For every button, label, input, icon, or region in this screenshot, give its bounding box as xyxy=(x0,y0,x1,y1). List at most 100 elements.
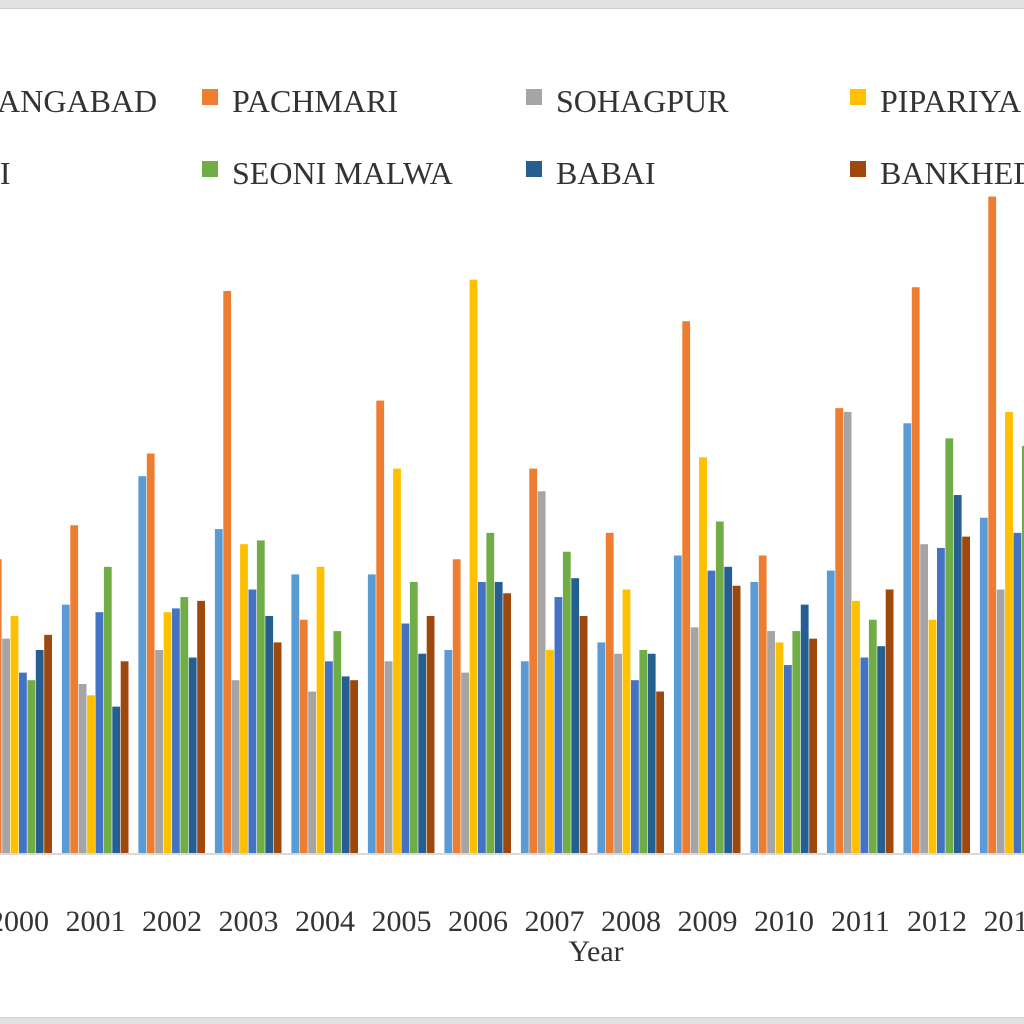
bar-babai-2009 xyxy=(724,566,733,854)
legend-label-babai: BABAI xyxy=(556,155,656,191)
bar-babai-2007 xyxy=(571,578,580,854)
bar-pachmari-2007 xyxy=(529,468,538,854)
bar-babai-2002 xyxy=(188,657,197,854)
bar-itarsi-2011 xyxy=(860,657,869,854)
bar-pipariya-2013 xyxy=(1005,411,1013,854)
x-tick-label-2004: 2004 xyxy=(295,905,355,938)
bar-pipariya-2009 xyxy=(699,457,707,854)
bar-pachmari-2005 xyxy=(376,400,385,854)
bar-hoshangabad-2002 xyxy=(138,476,147,854)
bar-babai-2000 xyxy=(35,649,44,854)
bar-pipariya-2004 xyxy=(316,566,325,854)
bar-seoni-malwa-2005 xyxy=(409,581,418,854)
bar-pipariya-2002 xyxy=(163,612,172,854)
bar-sohagpur-2009 xyxy=(690,627,699,854)
bar-itarsi-2007 xyxy=(554,597,563,854)
legend-swatch-pachmari xyxy=(202,89,218,105)
bar-bankhedi-2005 xyxy=(426,615,435,854)
chart: HOSHANGABAD PACHMARI SOHAGPUR PIPARIYA ITARS… xyxy=(0,83,1024,968)
bar-itarsi-2009 xyxy=(707,570,716,854)
bar-hoshangabad-2005 xyxy=(367,574,376,854)
bar-hoshangabad-2004 xyxy=(291,574,300,854)
bar-seoni-malwa-2007 xyxy=(562,551,571,854)
bar-pipariya-2000 xyxy=(10,615,19,854)
bar-seoni-malwa-2000 xyxy=(27,680,36,854)
x-tick-label-2008: 2008 xyxy=(601,905,661,938)
x-tick-label-2001: 2001 xyxy=(66,905,126,938)
bar-itarsi-2010 xyxy=(784,665,792,854)
bar-sohagpur-2004 xyxy=(308,691,316,854)
bar-bankhedi-2001 xyxy=(120,661,129,854)
bar-pachmari-2001 xyxy=(70,525,79,854)
x-tick-label-2007: 2007 xyxy=(525,905,585,938)
legend-swatch-bankhedi xyxy=(850,161,866,177)
bar-pachmari-2003 xyxy=(223,291,232,854)
bar-sohagpur-2002 xyxy=(155,649,163,854)
x-tick-label-2006: 2006 xyxy=(448,905,508,938)
bar-sohagpur-2010 xyxy=(767,631,775,854)
bar-babai-2008 xyxy=(647,653,656,854)
legend-label-hoshangabad: HOSHANGABAD xyxy=(0,83,157,119)
bar-pipariya-2010 xyxy=(775,642,784,854)
bar-bankhedi-2004 xyxy=(350,680,358,854)
legend-swatch-seoni-malwa xyxy=(202,161,218,177)
bar-sohagpur-2003 xyxy=(231,680,240,854)
bar-babai-2011 xyxy=(877,646,886,854)
bar-itarsi-2001 xyxy=(95,612,104,854)
bar-bankhedi-2006 xyxy=(503,593,511,854)
legend-label-bankhedi: BANKHEDI xyxy=(880,155,1024,191)
bar-itarsi-2002 xyxy=(172,608,180,854)
bar-bankhedi-2012 xyxy=(962,536,970,854)
bar-hoshangabad-2007 xyxy=(520,661,529,854)
bar-bankhedi-2008 xyxy=(656,691,664,854)
legend-swatch-babai xyxy=(526,161,542,177)
x-tick-labels: 2000 2001 2002 2003 2004 2005 2006 2007 2008 2009… xyxy=(0,905,1024,938)
legend: HOSHANGABAD PACHMARI SOHAGPUR PIPARIYA ITARS… xyxy=(0,83,1024,191)
legend-label-pipariya: PIPARIYA xyxy=(880,83,1021,119)
bar-seoni-malwa-2006 xyxy=(486,532,495,854)
bar-hoshangabad-2001 xyxy=(61,604,70,855)
bar-babai-2006 xyxy=(494,581,503,854)
bar-bankhedi-2007 xyxy=(579,615,588,854)
legend-label-pachmari: PACHMARI xyxy=(232,83,398,119)
bar-pipariya-2012 xyxy=(928,619,937,854)
bar-seoni-malwa-2001 xyxy=(103,566,112,854)
bar-hoshangabad-2013 xyxy=(979,517,988,854)
bar-hoshangabad-2009 xyxy=(673,555,682,854)
x-tick-label-2010: 2010 xyxy=(754,905,814,938)
bar-hoshangabad-2003 xyxy=(214,529,223,854)
legend-swatch-sohagpur xyxy=(526,89,542,105)
x-tick-label-2011: 2011 xyxy=(831,905,890,938)
bar-hoshangabad-2011 xyxy=(826,570,835,854)
bar-hoshangabad-2006 xyxy=(444,649,453,854)
bar-pachmari-2013 xyxy=(988,196,997,854)
bar-pachmari-2009 xyxy=(682,321,691,854)
legend-label-sohagpur: SOHAGPUR xyxy=(556,83,729,119)
bar-sohagpur-2007 xyxy=(537,491,546,854)
bar-seoni-malwa-2012 xyxy=(945,438,954,855)
bar-babai-2005 xyxy=(418,653,427,854)
bar-hoshangabad-2008 xyxy=(597,642,606,854)
x-tick-label-2012: 2012 xyxy=(907,905,967,938)
bar-babai-2003 xyxy=(265,615,274,854)
bar-pachmari-2004 xyxy=(299,619,308,854)
bar-hoshangabad-2012 xyxy=(903,423,912,854)
bar-sohagpur-2008 xyxy=(614,653,622,854)
bar-pachmari-2002 xyxy=(146,453,155,854)
bar-pachmari-2012 xyxy=(911,287,920,854)
bar-seoni-malwa-2004 xyxy=(333,631,342,854)
bar-bankhedi-2011 xyxy=(885,589,894,854)
x-tick-label-2013: 2013 xyxy=(984,905,1024,938)
bar-itarsi-2003 xyxy=(248,589,257,854)
bar-bankhedi-2000 xyxy=(44,634,52,854)
bar-bankhedi-2010 xyxy=(809,638,817,854)
bar-sohagpur-2001 xyxy=(78,683,87,854)
bar-babai-2004 xyxy=(341,676,350,854)
bar-sohagpur-2006 xyxy=(461,672,469,854)
bar-pipariya-2001 xyxy=(87,695,95,854)
bar-seoni-malwa-2008 xyxy=(639,649,648,854)
bar-seoni-malwa-2011 xyxy=(868,619,877,854)
bar-seoni-malwa-2009 xyxy=(715,521,724,854)
bar-pachmari-2000 xyxy=(0,559,2,854)
bar-sohagpur-2011 xyxy=(843,411,852,854)
